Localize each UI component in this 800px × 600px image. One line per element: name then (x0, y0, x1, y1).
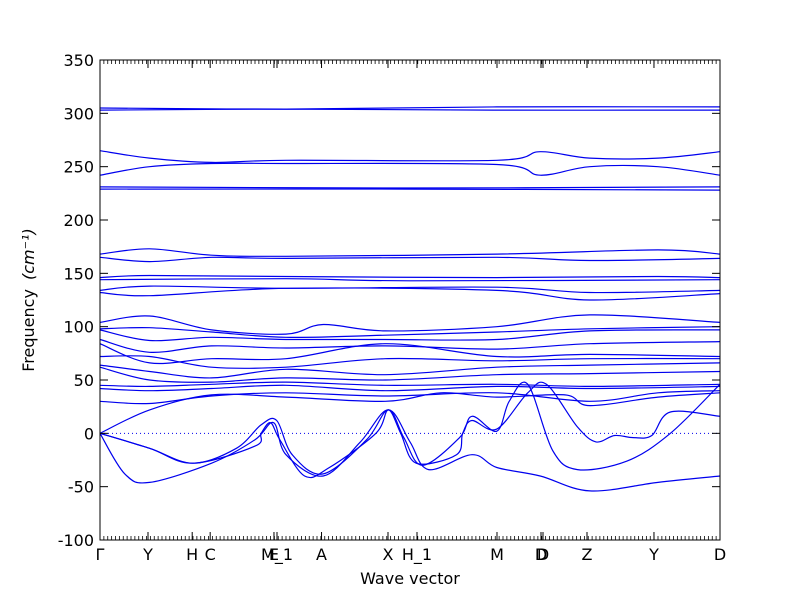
band-line-18 (99, 355, 721, 370)
x-tick-label: H (186, 545, 198, 564)
x-tick-label: C (205, 545, 216, 564)
band-line-23 (99, 390, 721, 405)
y-tick-label: 150 (63, 264, 94, 283)
y-tick-label: 100 (63, 318, 94, 337)
band-line-24 (99, 392, 721, 434)
plot-frame (99, 59, 721, 541)
x-tick-label: E (269, 545, 279, 564)
x-tick-label: Γ (96, 545, 105, 564)
band-line-11 (99, 285, 721, 294)
y-tick-label: 200 (63, 211, 94, 230)
x-tick-label: Z (582, 545, 593, 564)
band-line-7 (99, 248, 721, 257)
band-line-19 (99, 362, 721, 379)
minor-ticks (99, 60, 721, 540)
band-line-12 (99, 287, 721, 301)
band-line-5 (99, 186, 721, 189)
band-line-17 (99, 343, 721, 365)
band-lines (99, 106, 721, 492)
band-line-4 (99, 162, 721, 176)
x-tick-label: Y (142, 545, 153, 564)
band-line-22 (99, 384, 721, 392)
x-tick-label: X (383, 545, 394, 564)
x-tick-label: Y (648, 545, 659, 564)
band-line-2 (99, 108, 721, 111)
y-axis-label-unit: (cm⁻¹) (19, 228, 38, 280)
x-axis-label: Wave vector (360, 569, 460, 588)
band-line-26 (99, 409, 721, 492)
band-line-21 (99, 381, 721, 388)
y-tick-label: -50 (68, 478, 94, 497)
y-tick-label: 0 (84, 424, 94, 443)
y-tick-label: 50 (74, 371, 94, 390)
band-line-8 (99, 256, 721, 263)
x-tick-label: D (535, 545, 547, 564)
band-line-10 (99, 278, 721, 282)
band-line-15 (99, 329, 721, 342)
y-axis-label-text: Frequency (19, 289, 38, 372)
x-tick-label: D (714, 545, 726, 564)
x-tick-label: H_1 (402, 545, 432, 565)
band-line-16 (99, 338, 721, 353)
y-tick-label: -100 (58, 531, 94, 550)
x-tick-label: M_1 (261, 545, 293, 565)
band-line-13 (99, 314, 721, 335)
y-axis: -100 -50 0 50 100 150 200 250 300 350 (58, 51, 720, 550)
x-tick-label: A (316, 545, 327, 564)
y-tick-label: 350 (63, 51, 94, 70)
band-line-14 (99, 326, 721, 339)
y-tick-label: 300 (63, 104, 94, 123)
x-tick-label: M (490, 545, 504, 564)
y-tick-label: 250 (63, 158, 94, 177)
band-line-6 (99, 188, 721, 191)
band-line-20 (99, 366, 721, 383)
band-line-3 (99, 150, 721, 164)
x-axis: Γ Y H C EM_1 A X H_1 M DD Z Y D (96, 60, 726, 565)
x-tick-label: D (537, 545, 549, 564)
band-line-9 (99, 274, 721, 279)
y-axis-label: Frequency (cm⁻¹) (19, 228, 38, 371)
band-line-1 (99, 106, 721, 110)
band-line-27 (99, 381, 721, 475)
